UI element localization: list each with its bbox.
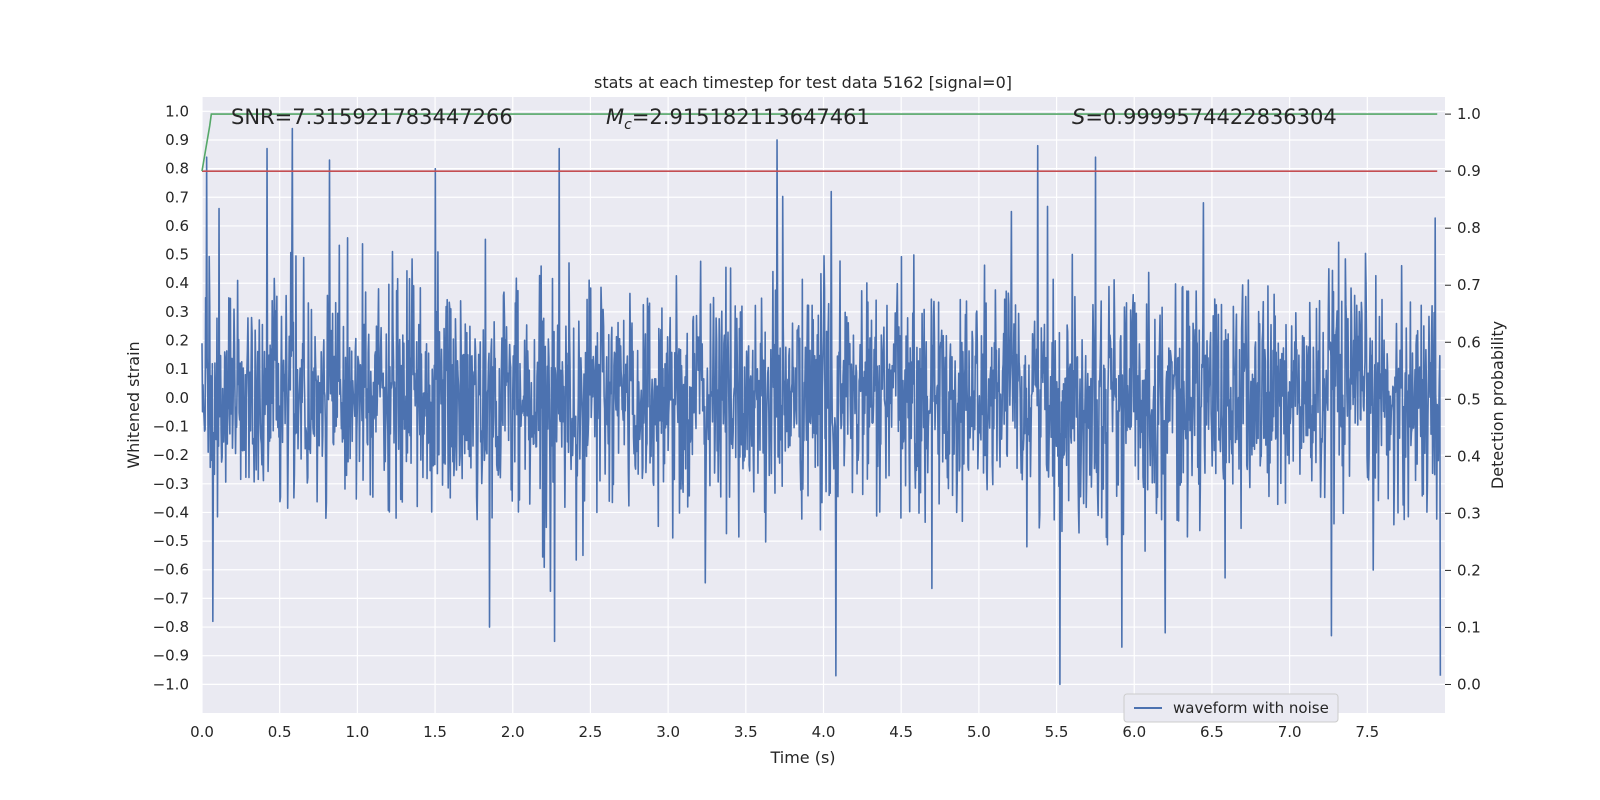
y-left-tick-label: 0.6 [165,217,189,235]
x-axis: 0.0 0.5 1.0 1.5 2.0 2.5 3.0 3.5 4.0 4.5 5.0 5.5 6.0 6… [190,723,1379,741]
y-left-tick-label: −0.1 [153,417,189,435]
y-left-tick-label: −0.6 [153,561,189,579]
y-axis-right-title: Detection probability [1488,321,1507,489]
y-left-tick-label: 0.5 [165,246,189,264]
y-left-tick-label: 0.3 [165,303,189,321]
y-right-tick-label: 0.2 [1457,561,1481,579]
y-right-tick-label: 0.5 [1457,390,1481,408]
y-right-tick-label: 0.4 [1457,447,1481,465]
legend-box [1123,693,1339,723]
x-tick-label: 0.5 [268,723,292,741]
x-tick-label: 2.5 [579,723,603,741]
y-right-tick-label: 0.9 [1457,162,1481,180]
x-tick-label: 5.5 [1045,723,1069,741]
probability-lines [201,113,1438,172]
x-axis-title: Time (s) [769,748,835,767]
x-tick-label: 1.5 [423,723,447,741]
snr-annotation: SNR=7.315921783447266 [231,105,513,129]
y-left-tick-label: −0.7 [153,589,189,607]
x-tick-label: 7.5 [1355,723,1379,741]
y-right-tick-label: 0.1 [1457,618,1481,636]
y-left-tick-label: −0.8 [153,618,189,636]
y-left-tick-label: −0.3 [153,475,189,493]
x-tick-label: 2.0 [501,723,525,741]
y-left-tick-label: −0.5 [153,532,189,550]
s-annotation: S=0.9999574422836304 [1072,105,1337,129]
x-tick-label: 0.0 [190,723,214,741]
x-tick-label: 3.5 [734,723,758,741]
x-tick-label: 4.5 [889,723,913,741]
y-left-tick-label: −1.0 [153,675,189,693]
y-left-tick-label: 0.4 [165,274,189,292]
y-right-tick-label: 0.6 [1457,333,1481,351]
legend-label: waveform with noise [1173,699,1329,717]
y-right-tick-label: 1.0 [1457,105,1481,123]
x-tick-label: 6.5 [1200,723,1224,741]
legend: waveform with noise [1123,693,1339,723]
waveform-with-noise-line [201,127,1442,686]
x-tick-label: 3.0 [656,723,680,741]
y-left-tick-label: −0.4 [153,503,189,521]
y-left-tick-label: 0.9 [165,131,189,149]
waveform-with-noise-series [201,127,1442,686]
detection-probability-line [201,113,1438,172]
y-left-tick-label: −0.2 [153,446,189,464]
y-left-tick-label: −0.9 [153,647,189,665]
y-right-tick-label: 0.0 [1457,675,1481,693]
y-axis-right: 0.0 0.1 0.2 0.3 0.4 0.5 0.6 0.7 0.8 0.9 1.0 [1445,105,1481,693]
y-left-tick-label: 0.2 [165,332,189,350]
y-left-tick-label: 0.7 [165,188,189,206]
y-left-tick-label: 1.0 [165,102,189,120]
chart-title: stats at each timestep for test data 516… [594,73,1012,92]
y-axis-left: 1.0 0.9 0.8 0.7 0.6 0.5 0.4 0.3 0.2 0.1 0.0 −0.1 −0.… [153,102,189,693]
x-tick-label: 7.0 [1278,723,1302,741]
y-left-tick-label: 0.0 [165,389,189,407]
x-tick-label: 5.0 [967,723,991,741]
x-tick-label: 1.0 [345,723,369,741]
chirp-mass-annotation: Mc=2.915182113647461 [606,105,870,133]
y-right-tick-label: 0.7 [1457,276,1481,294]
x-tick-label: 4.0 [812,723,836,741]
y-right-tick-label: 0.8 [1457,219,1481,237]
y-right-tick-label: 0.3 [1457,504,1481,522]
y-left-tick-label: 0.1 [165,360,189,378]
y-left-tick-label: 0.8 [165,160,189,178]
x-tick-label: 6.0 [1122,723,1146,741]
y-axis-left-title: Whitened strain [124,341,143,468]
